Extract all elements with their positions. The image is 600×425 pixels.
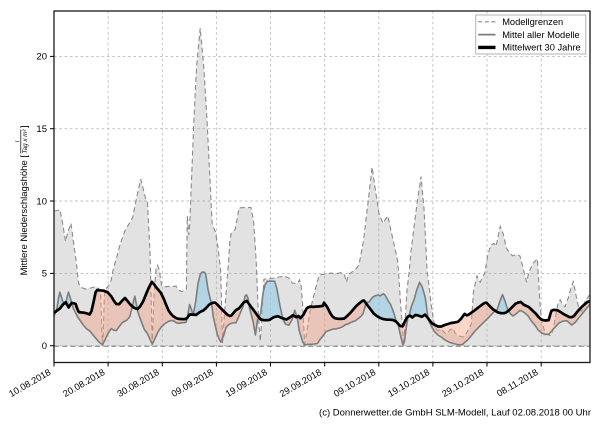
svg-text:Modellgrenzen: Modellgrenzen [502,17,563,27]
svg-text:Mittel aller Modelle: Mittel aller Modelle [502,30,580,40]
svg-text:]: ] [19,125,30,128]
svg-text:Mittlere Niederschlagshöhe [: Mittlere Niederschlagshöhe [ [19,155,30,276]
svg-text:20: 20 [36,52,47,63]
svg-text:Mittelwert 30 Jahre: Mittelwert 30 Jahre [502,43,581,53]
svg-text:5: 5 [42,269,47,280]
svg-text:l: l [15,140,22,142]
svg-text:(c) Donnerwetter.de GmbH SLM-M: (c) Donnerwetter.de GmbH SLM-Modell, Lau… [319,408,591,419]
svg-text:10: 10 [36,196,47,207]
svg-text:Tag x m²: Tag x m² [22,128,29,153]
svg-text:15: 15 [36,124,47,135]
svg-text:0: 0 [42,341,47,352]
